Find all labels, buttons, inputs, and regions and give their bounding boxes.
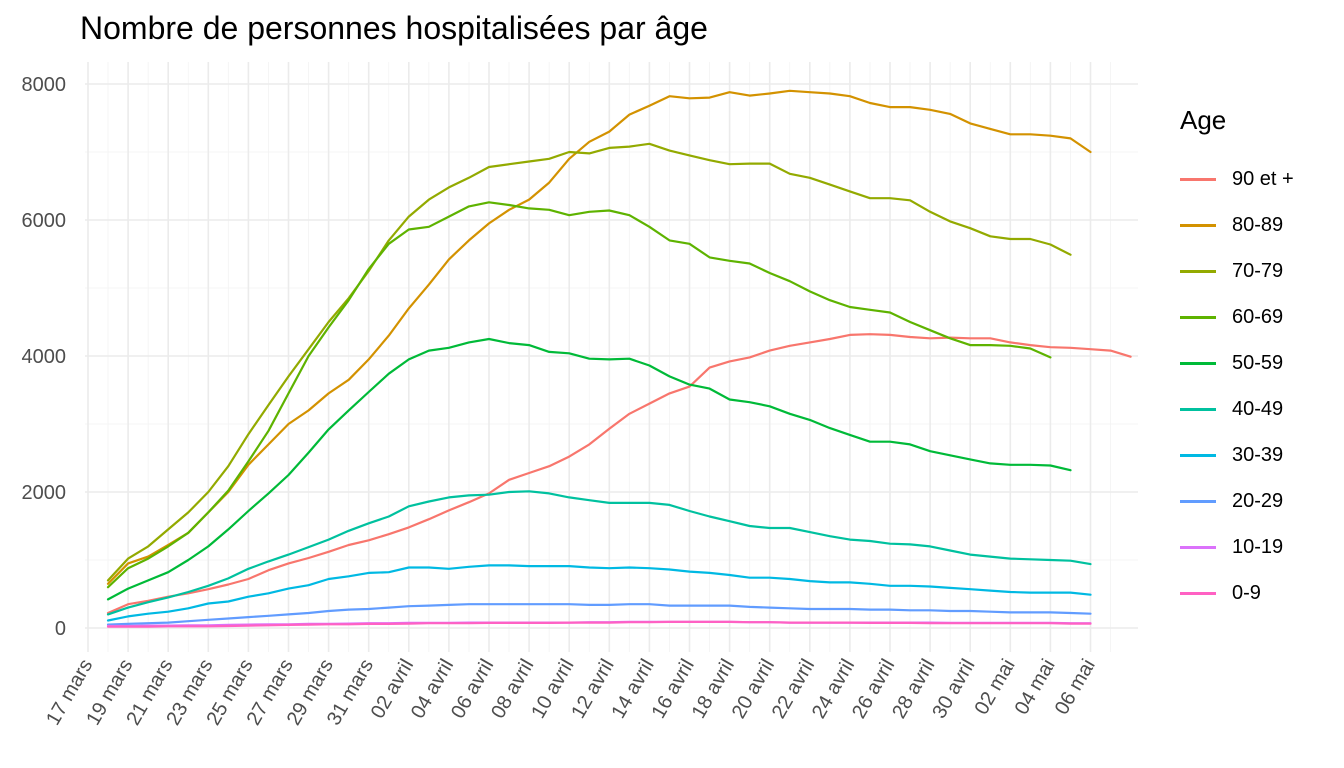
legend-swatch (1180, 269, 1216, 273)
legend-item: 30-39 (1180, 432, 1294, 478)
series-lines (106, 89, 1132, 628)
legend-swatch (1180, 591, 1216, 595)
legend-item: 90 et + (1180, 156, 1294, 202)
legend-items: 90 et + 80-89 70-79 60-69 50-59 40-49 30-39 20-… (1180, 156, 1294, 616)
legend-item: 0-9 (1180, 570, 1294, 616)
series-line-90-et- (106, 333, 1132, 615)
legend-label: 60-69 (1232, 305, 1284, 328)
x-tick-label: 06 mai (1051, 656, 1100, 719)
legend-swatch (1180, 177, 1216, 181)
legend-label: 40-49 (1232, 397, 1284, 420)
legend-swatch (1180, 453, 1216, 457)
legend: Age 90 et + 80-89 70-79 60-69 50-59 40-49 30-3… (1180, 105, 1294, 616)
legend-label: 50-59 (1232, 351, 1284, 374)
legend-item: 80-89 (1180, 202, 1294, 248)
legend-swatch (1180, 223, 1216, 227)
grid-major (85, 62, 1138, 652)
legend-item: 40-49 (1180, 386, 1294, 432)
y-tick-label: 2000 (22, 482, 67, 504)
series-line-30-39 (106, 564, 1092, 622)
y-tick-label: 6000 (22, 210, 67, 232)
series-line-80-89 (106, 89, 1092, 585)
y-tick-label: 4000 (22, 346, 67, 368)
legend-label: 30-39 (1232, 443, 1284, 466)
legend-label: 80-89 (1232, 213, 1284, 236)
legend-label: 20-29 (1232, 489, 1284, 512)
y-tick-label: 0 (55, 618, 66, 640)
legend-swatch (1180, 361, 1216, 365)
series-line-40-49 (106, 490, 1092, 616)
legend-swatch (1180, 499, 1216, 503)
legend-swatch (1180, 545, 1216, 549)
grid-minor (85, 62, 1138, 652)
legend-title: Age (1180, 105, 1227, 135)
legend-item: 50-59 (1180, 340, 1294, 386)
series-line-60-69 (106, 201, 1052, 589)
legend-label: 70-79 (1232, 259, 1284, 282)
y-tick-label: 8000 (22, 74, 67, 96)
legend-item: 70-79 (1180, 248, 1294, 294)
legend-item: 10-19 (1180, 524, 1294, 570)
legend-swatch (1180, 315, 1216, 319)
series-line-0-9 (106, 620, 1092, 628)
legend-label: 10-19 (1232, 535, 1284, 558)
legend-item: 20-29 (1180, 478, 1294, 524)
legend-item: 60-69 (1180, 294, 1294, 340)
y-axis: 0 2000 4000 6000 8000 (22, 74, 67, 640)
legend-label: 0-9 (1232, 581, 1261, 604)
chart-title: Nombre de personnes hospitalisées par âg… (80, 10, 708, 46)
legend-label: 90 et + (1232, 167, 1294, 190)
series-line-70-79 (106, 142, 1072, 582)
legend-swatch (1180, 407, 1216, 411)
series-line-50-59 (106, 337, 1072, 601)
series-line-20-29 (106, 603, 1092, 626)
